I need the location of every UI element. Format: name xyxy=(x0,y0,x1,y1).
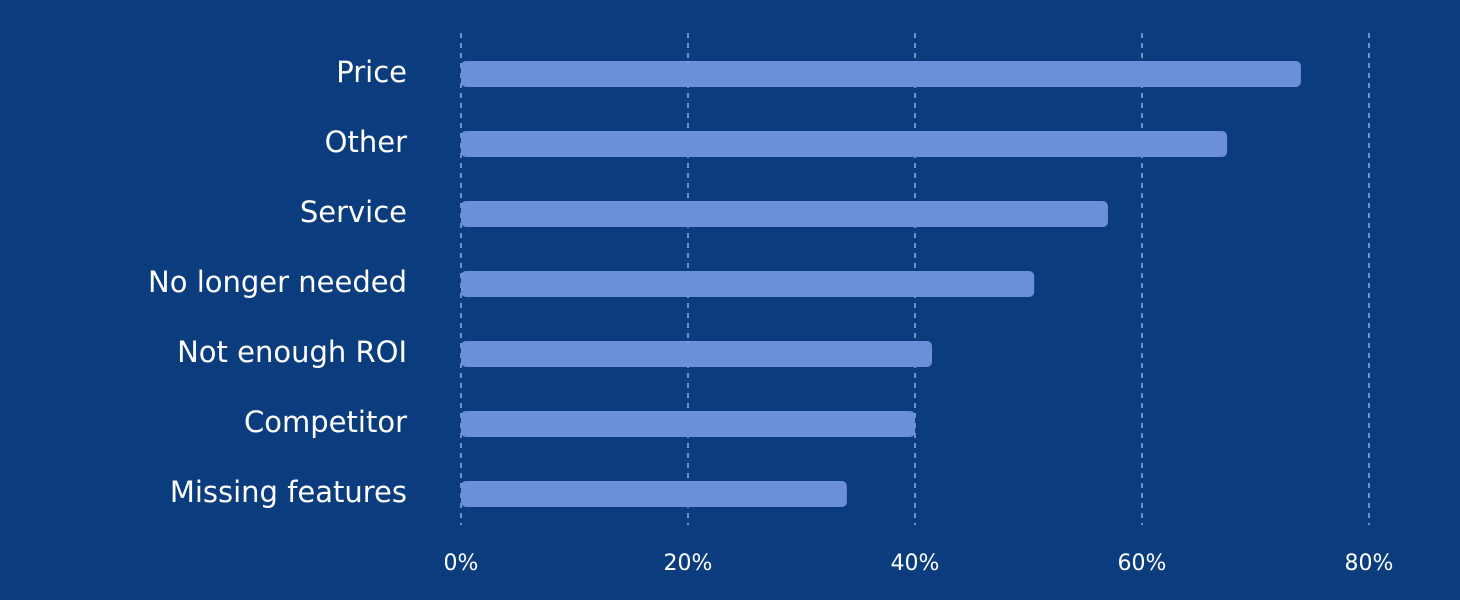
y-tick-label: Not enough ROI xyxy=(177,335,407,369)
y-tick-label: Service xyxy=(300,195,407,229)
x-tick-label: 40% xyxy=(891,551,940,576)
y-tick-label: Price xyxy=(336,55,407,89)
bar xyxy=(461,131,1228,157)
y-tick-label: No longer needed xyxy=(148,265,407,299)
bar xyxy=(461,411,915,437)
bar xyxy=(461,481,847,507)
bar xyxy=(461,201,1108,227)
x-tick-label: 80% xyxy=(1345,551,1394,576)
y-tick-label: Missing features xyxy=(170,475,407,509)
y-tick-label: Competitor xyxy=(244,405,407,439)
x-tick-label: 20% xyxy=(664,551,713,576)
x-tick-label: 60% xyxy=(1118,551,1167,576)
bar xyxy=(461,271,1035,297)
bar xyxy=(461,341,933,367)
x-tick-label: 0% xyxy=(444,551,479,576)
y-tick-label: Other xyxy=(325,125,407,159)
bar xyxy=(461,61,1301,87)
